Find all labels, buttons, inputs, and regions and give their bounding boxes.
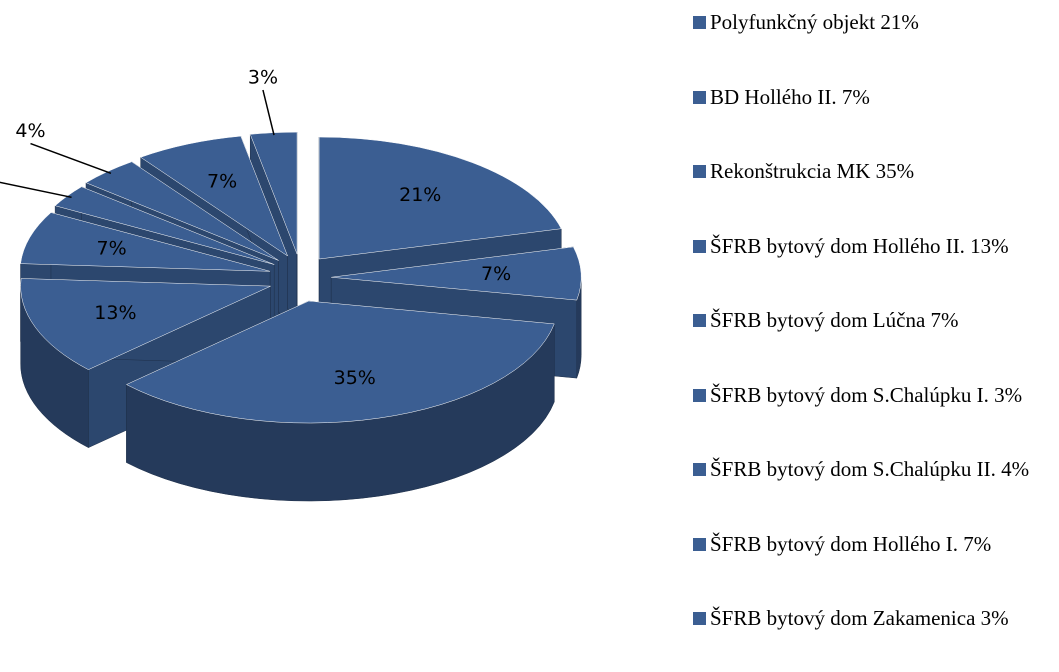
legend-entry: ŠFRB bytový dom S.Chalúpku I. 3% xyxy=(693,383,1045,408)
legend-entry: Rekonštrukcia MK 35% xyxy=(693,159,1045,184)
slice xyxy=(331,246,582,301)
slice xyxy=(20,212,271,272)
slice xyxy=(125,300,555,424)
data-label: 4% xyxy=(15,120,45,142)
data-label: 7% xyxy=(481,263,511,285)
legend-label: ŠFRB bytový dom Lúčna 7% xyxy=(710,308,959,332)
data-label: 21% xyxy=(399,184,441,206)
legend-entry: ŠFRB bytový dom Zakamenica 3% xyxy=(693,606,1045,631)
legend-label: ŠFRB bytový dom Hollého I. 7% xyxy=(710,531,992,556)
legend-swatch xyxy=(693,314,706,327)
legend-label: ŠFRB bytový dom S.Chalúpku I. 3% xyxy=(710,382,1023,407)
legend-swatch xyxy=(693,90,706,104)
leader-line xyxy=(0,181,72,199)
data-label: 7% xyxy=(97,237,127,259)
legend-swatch xyxy=(693,16,706,29)
legend-entry: ŠFRB bytový dom Lúčna 7% xyxy=(693,308,1045,333)
legend-swatch xyxy=(693,537,706,551)
leader-line xyxy=(262,89,275,136)
legend-label: Rekonštrukcia MK 35% xyxy=(710,159,915,183)
slice xyxy=(140,135,289,257)
legend-entry: ŠFRB bytový dom Hollého I. 7% xyxy=(693,532,1045,557)
data-label: 7% xyxy=(207,171,237,193)
legend-entry: BD Hollého II. 7% xyxy=(693,85,1045,110)
legend-label: ŠFRB bytový dom Hollého II. 13% xyxy=(710,233,1009,258)
legend-label: ŠFRB bytový dom Zakamenica 3% xyxy=(710,606,1009,630)
leader-line xyxy=(30,142,112,175)
data-label: 3% xyxy=(248,66,278,88)
data-label: 35% xyxy=(334,367,376,389)
legend-swatch xyxy=(693,463,706,476)
slice xyxy=(20,278,271,370)
slice xyxy=(318,136,562,260)
legend-entry: Polyfunkčný objekt 21% xyxy=(693,10,1045,35)
legend-label: ŠFRB bytový dom S.Chalúpku II. 4% xyxy=(710,457,1030,481)
legend-swatch xyxy=(693,239,706,253)
data-label: 13% xyxy=(94,302,136,324)
legend-entry: ŠFRB bytový dom Hollého II. 13% xyxy=(693,234,1045,259)
legend-swatch xyxy=(693,388,706,402)
legend-entry: ŠFRB bytový dom S.Chalúpku II. 4% xyxy=(693,457,1045,482)
legend-swatch xyxy=(693,165,706,178)
legend-swatch xyxy=(693,612,706,625)
chart: 21%7%35%13%7%3%4%7%3% xyxy=(0,66,582,502)
legend-label: BD Hollého II. 7% xyxy=(710,84,870,109)
legend-label: Polyfunkčný objekt 21% xyxy=(710,10,919,34)
